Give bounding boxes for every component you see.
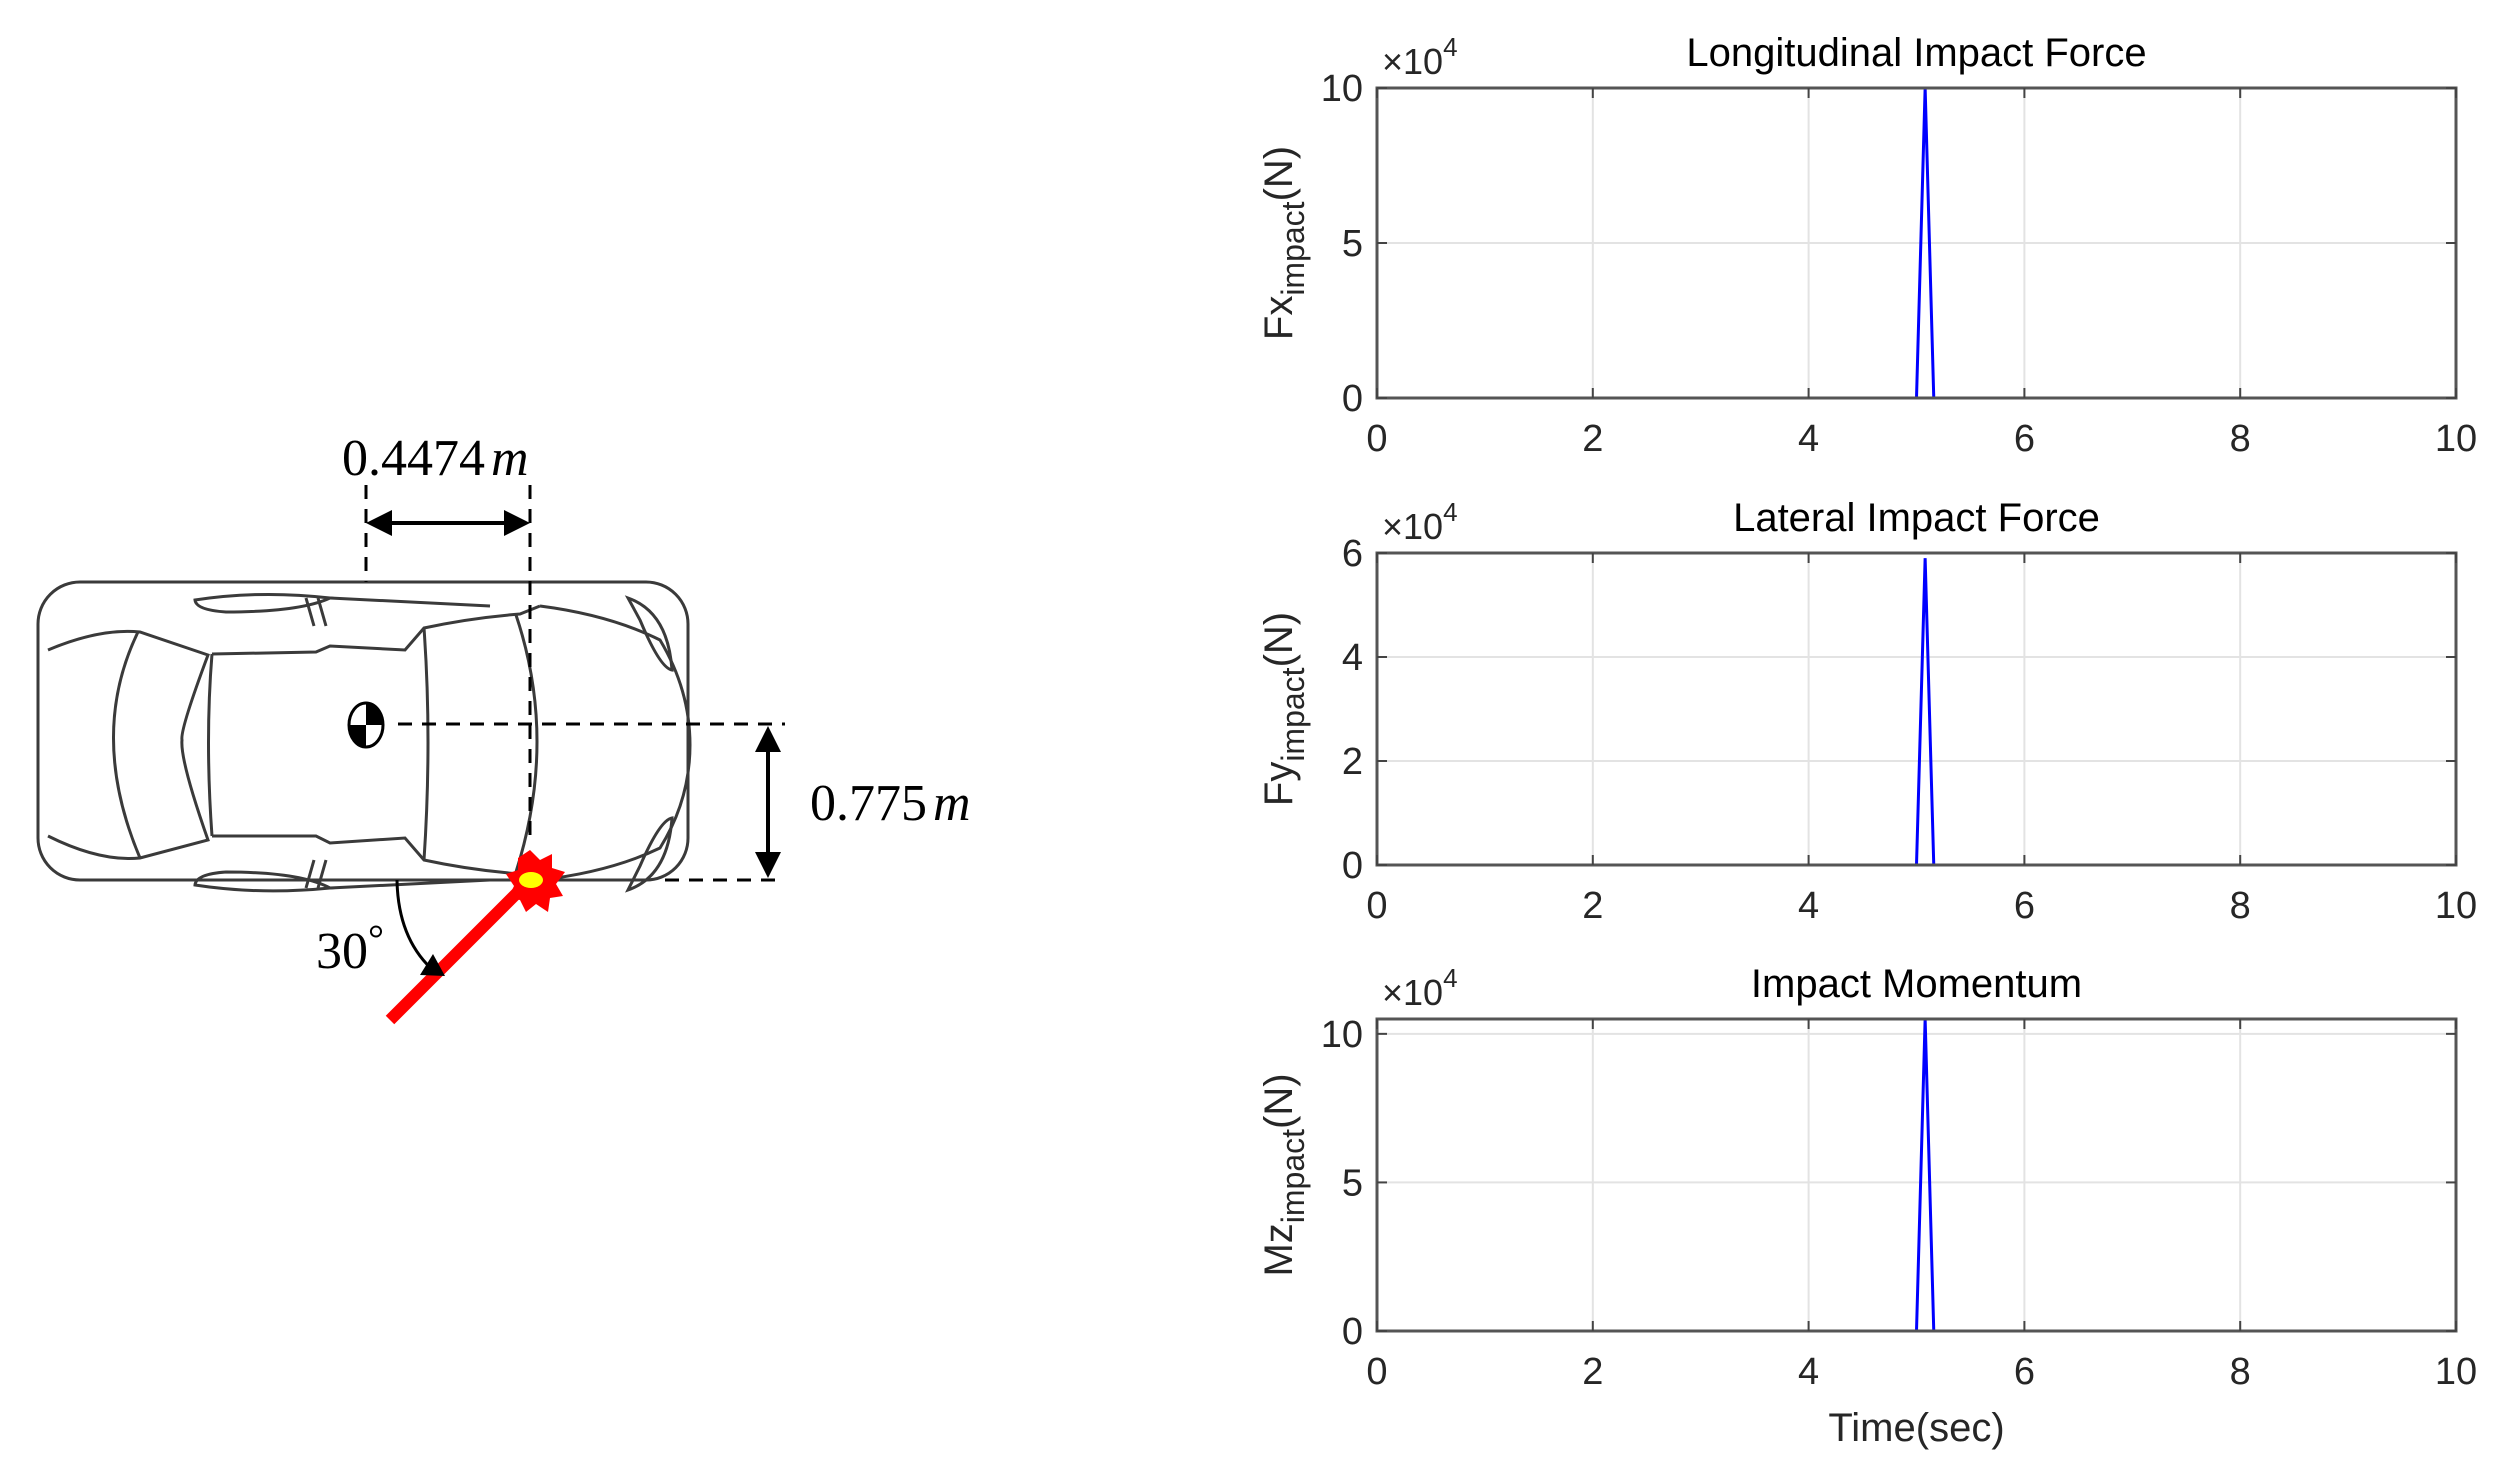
y-tick-label: 0 [1342, 845, 1363, 887]
impact-force-plots: 0 2 4 6 8 10 0 5 10 ×104 Longitudinal Impact Force… [1257, 31, 2477, 1450]
impact-burst-icon [506, 850, 565, 912]
longitudinal-dimension-label: 0.4474 m [342, 430, 529, 487]
x-tick-label: 8 [2230, 418, 2251, 460]
x-tick-label: 6 [2014, 885, 2035, 927]
x-tick-label: 4 [1798, 885, 1819, 927]
x-tick-label: 0 [1366, 1351, 1387, 1393]
angle-arc [395, 879, 436, 974]
x-tick-label: 2 [1582, 418, 1603, 460]
x-tick-label: 10 [2435, 418, 2477, 460]
y-tick-label: 10 [1321, 68, 1363, 110]
impact-angle-label: 30° [316, 916, 384, 980]
x-tick-label: 10 [2435, 885, 2477, 927]
vehicle-impact-diagram: 0.4474 m 0.775 m 30° [36, 430, 971, 1025]
y-tick-label: 2 [1342, 741, 1363, 783]
grid-lines [1377, 1019, 2456, 1331]
x-tick-label: 8 [2230, 885, 2251, 927]
x-axis-label: Time(sec) [1828, 1406, 2004, 1450]
y-axis-label: Fyimpact(N) [1257, 612, 1311, 806]
y-axis-label: Fximpact(N) [1257, 146, 1311, 340]
y-axis-label: Mzimpact(N) [1257, 1073, 1311, 1276]
axis-ticks [1376, 1019, 2457, 1332]
angle-arrowhead-icon [420, 954, 445, 976]
y-exponent-label: ×104 [1382, 32, 1458, 82]
y-tick-label: 5 [1342, 1162, 1363, 1204]
subplot-title: Impact Momentum [1751, 962, 2082, 1006]
center-of-gravity-icon [347, 701, 385, 749]
x-tick-label: 6 [2014, 418, 2035, 460]
impact-direction-line [385, 873, 537, 1025]
x-tick-label: 2 [1582, 885, 1603, 927]
subplot-title: Lateral Impact Force [1733, 496, 2100, 540]
axis-ticks [1376, 87, 2457, 399]
x-tick-label: 10 [2435, 1351, 2477, 1393]
y-tick-label: 5 [1342, 223, 1363, 265]
x-tick-label: 4 [1798, 1351, 1819, 1393]
lateral-dimension-arrow [755, 726, 781, 878]
y-tick-label: 0 [1342, 378, 1363, 420]
x-tick-label: 4 [1798, 418, 1819, 460]
y-tick-label: 0 [1342, 1311, 1363, 1353]
y-exponent-label: ×104 [1382, 497, 1458, 547]
axis-ticks [1376, 552, 2457, 866]
longitudinal-impact-force-subplot: 0 2 4 6 8 10 0 5 10 ×104 Longitudinal Impact Force… [1257, 31, 2477, 460]
lateral-dimension-label: 0.775 m [810, 775, 971, 832]
y-tick-label: 4 [1342, 637, 1363, 679]
x-tick-label: 6 [2014, 1351, 2035, 1393]
x-tick-label: 0 [1366, 418, 1387, 460]
impact-momentum-subplot: 0 2 4 6 8 10 0 5 10 ×104 Impact Momentum Mzimpact(N… [1257, 962, 2477, 1450]
x-tick-label: 0 [1366, 885, 1387, 927]
lateral-impact-force-subplot: 0 2 4 6 8 10 0 2 4 6 ×104 Lateral Impact Force Fyimp… [1257, 496, 2477, 927]
car-top-view-icon [36, 580, 692, 893]
y-tick-label: 10 [1321, 1014, 1363, 1056]
longitudinal-dimension-arrow [366, 510, 530, 536]
axes-frame [1375, 551, 2458, 867]
y-exponent-label: ×104 [1382, 963, 1458, 1013]
x-tick-label: 8 [2230, 1351, 2251, 1393]
dimension-reference-lines [364, 485, 785, 882]
axes-frame [1375, 1017, 2458, 1333]
subplot-title: Longitudinal Impact Force [1686, 31, 2146, 75]
x-tick-label: 2 [1582, 1351, 1603, 1393]
y-tick-label: 6 [1342, 533, 1363, 575]
